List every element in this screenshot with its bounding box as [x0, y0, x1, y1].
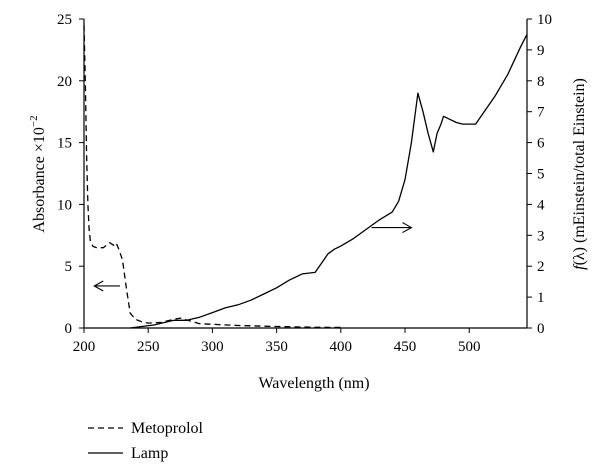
x-tick-label: 200	[73, 339, 96, 355]
y-left-tick-label: 20	[57, 74, 72, 90]
y-right-axis-ticks: 0 1 2 3 4 5 6 7 8 9 10	[527, 12, 552, 337]
x-tick-label: 400	[330, 339, 353, 355]
y-left-tick-label: 0	[65, 321, 73, 337]
series-layer	[83, 25, 528, 329]
annotation-layer	[93, 222, 413, 292]
x-axis-label: Wavelength (nm)	[258, 375, 369, 392]
legend: Metoprolol Lamp	[88, 420, 204, 462]
x-tick-label: 300	[201, 339, 224, 355]
y-right-tick-label: 2	[537, 259, 545, 275]
series-line-lamp	[130, 34, 528, 329]
y-left-tick-label: 10	[57, 197, 72, 213]
y-left-tick-label: 5	[65, 259, 73, 275]
legend-metoprolol-label: Metoprolol	[131, 420, 204, 437]
y-right-tick-label: 5	[537, 167, 545, 183]
y-right-axis-label-rest: (λ) (mEinstein/total Einstein)	[571, 78, 588, 265]
y-left-tick-label: 15	[57, 136, 72, 152]
y-right-axis-label: f(λ) (mEinstein/total Einstein)	[571, 78, 588, 270]
y-right-tick-label: 0	[537, 321, 545, 337]
y-right-tick-label: 1	[537, 290, 545, 306]
y-right-tick-label: 3	[537, 228, 545, 244]
x-tick-label: 500	[458, 339, 481, 355]
y-right-tick-label: 10	[537, 12, 552, 28]
y-left-axis-label: Absorbance ×10−2	[28, 115, 48, 232]
x-axis-ticks: 200 250 300 350 400 450 500	[73, 328, 481, 355]
y-right-tick-label: 4	[537, 197, 545, 213]
y-right-tick-label: 6	[537, 136, 545, 152]
annotation-arrow-head	[402, 222, 413, 234]
y-left-tick-label: 25	[57, 12, 72, 28]
y-right-tick-label: 8	[537, 74, 545, 90]
y-left-axis-label-exponent: −2	[28, 115, 40, 127]
x-tick-label: 450	[394, 339, 417, 355]
x-tick-label: 350	[265, 339, 288, 355]
y-left-axis-label-prefix: Absorbance ×10	[31, 127, 48, 232]
annotation-arrow-head	[93, 280, 104, 292]
y-right-tick-label: 7	[537, 105, 545, 121]
y-right-axis-label-f: f	[571, 263, 588, 270]
plot-frame	[83, 19, 528, 329]
legend-lamp-label: Lamp	[131, 445, 168, 462]
y-right-tick-label: 9	[537, 43, 545, 59]
series-line-metoprolol	[83, 25, 341, 329]
y-left-axis-ticks: 0 5 10 15 20 25	[57, 12, 84, 337]
x-tick-label: 250	[137, 339, 160, 355]
